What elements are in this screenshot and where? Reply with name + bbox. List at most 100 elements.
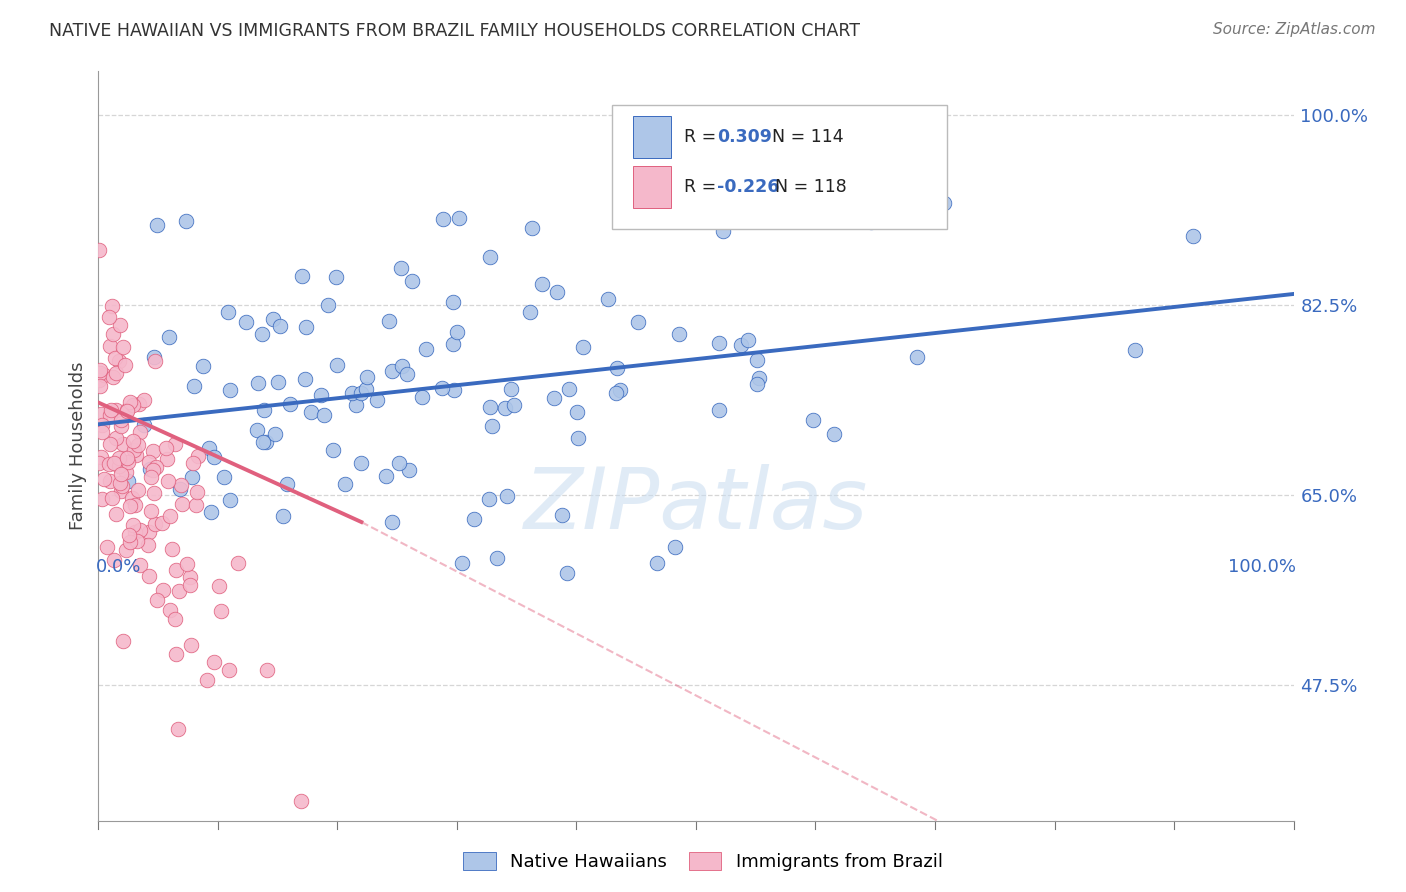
Point (115, 465, 138, 479)
Point (218, 383, 240, 397)
Point (93, 368, 115, 382)
Point (823, 426, 845, 441)
Point (186, 484, 208, 499)
Point (647, 557, 669, 571)
Point (349, 386, 371, 401)
Point (748, 370, 770, 384)
Point (104, 351, 127, 365)
Point (198, 441, 221, 455)
Point (711, 224, 734, 238)
Point (160, 542, 183, 557)
Point (218, 663, 240, 677)
Point (246, 376, 269, 390)
Point (89, 450, 111, 464)
Point (108, 459, 131, 474)
Point (558, 382, 581, 396)
Point (450, 556, 472, 570)
Point (108, 451, 131, 466)
Point (138, 539, 160, 553)
Point (208, 579, 231, 593)
Y-axis label: Family Households: Family Households (69, 362, 87, 530)
Point (117, 455, 139, 469)
Point (520, 220, 543, 235)
Point (165, 564, 187, 578)
Point (333, 476, 356, 491)
Point (124, 524, 146, 539)
Point (356, 370, 378, 384)
Point (115, 403, 138, 417)
Point (159, 603, 181, 617)
Point (256, 663, 278, 677)
Point (176, 214, 198, 228)
Point (202, 450, 225, 465)
Point (179, 570, 201, 584)
Point (1123, 343, 1146, 357)
Point (366, 392, 388, 407)
Point (325, 270, 347, 285)
Point (167, 583, 190, 598)
Point (184, 498, 207, 512)
Point (91, 425, 114, 440)
Point (101, 370, 124, 384)
Point (499, 382, 522, 396)
Point (180, 470, 202, 484)
Point (150, 516, 173, 530)
Text: NATIVE HAWAIIAN VS IMMIGRANTS FROM BRAZIL FAMILY HOUSEHOLDS CORRELATION CHART: NATIVE HAWAIIAN VS IMMIGRANTS FROM BRAZI… (49, 22, 860, 40)
Point (127, 483, 149, 497)
Point (155, 441, 177, 455)
Point (98, 408, 121, 422)
Point (543, 392, 565, 406)
Point (127, 533, 149, 548)
Point (730, 338, 752, 352)
Text: Source: ZipAtlas.com: Source: ZipAtlas.com (1212, 22, 1375, 37)
Point (105, 402, 128, 417)
Point (737, 333, 759, 347)
Point (176, 557, 198, 571)
Point (664, 541, 686, 555)
Point (170, 478, 193, 492)
Point (89, 456, 111, 470)
Point (103, 553, 125, 567)
Point (290, 794, 312, 808)
FancyBboxPatch shape (613, 105, 948, 228)
Point (128, 523, 150, 537)
Point (110, 476, 132, 491)
Point (89, 243, 111, 257)
Point (381, 516, 404, 530)
Point (441, 295, 464, 310)
Point (110, 483, 132, 498)
Point (354, 382, 377, 396)
Point (596, 293, 619, 307)
Point (142, 463, 165, 477)
Point (118, 528, 141, 542)
Point (217, 305, 239, 319)
Point (145, 218, 167, 232)
Point (134, 418, 156, 433)
Point (250, 327, 273, 342)
Point (187, 450, 209, 464)
Point (411, 390, 433, 404)
Point (294, 372, 316, 386)
Point (801, 413, 824, 427)
Point (395, 368, 418, 382)
Point (391, 260, 413, 275)
Point (314, 408, 336, 422)
Point (503, 398, 526, 412)
Point (269, 318, 291, 333)
Point (103, 456, 125, 470)
Point (167, 722, 190, 736)
Point (179, 578, 201, 592)
Point (128, 397, 150, 411)
Point (555, 566, 578, 580)
Point (212, 470, 235, 484)
Point (531, 277, 554, 292)
Point (103, 327, 125, 342)
Point (605, 385, 627, 400)
Point (98, 437, 121, 451)
Point (170, 497, 193, 511)
Point (565, 405, 588, 419)
FancyBboxPatch shape (633, 116, 671, 158)
Point (104, 431, 127, 445)
Point (388, 456, 411, 470)
Point (108, 457, 131, 471)
